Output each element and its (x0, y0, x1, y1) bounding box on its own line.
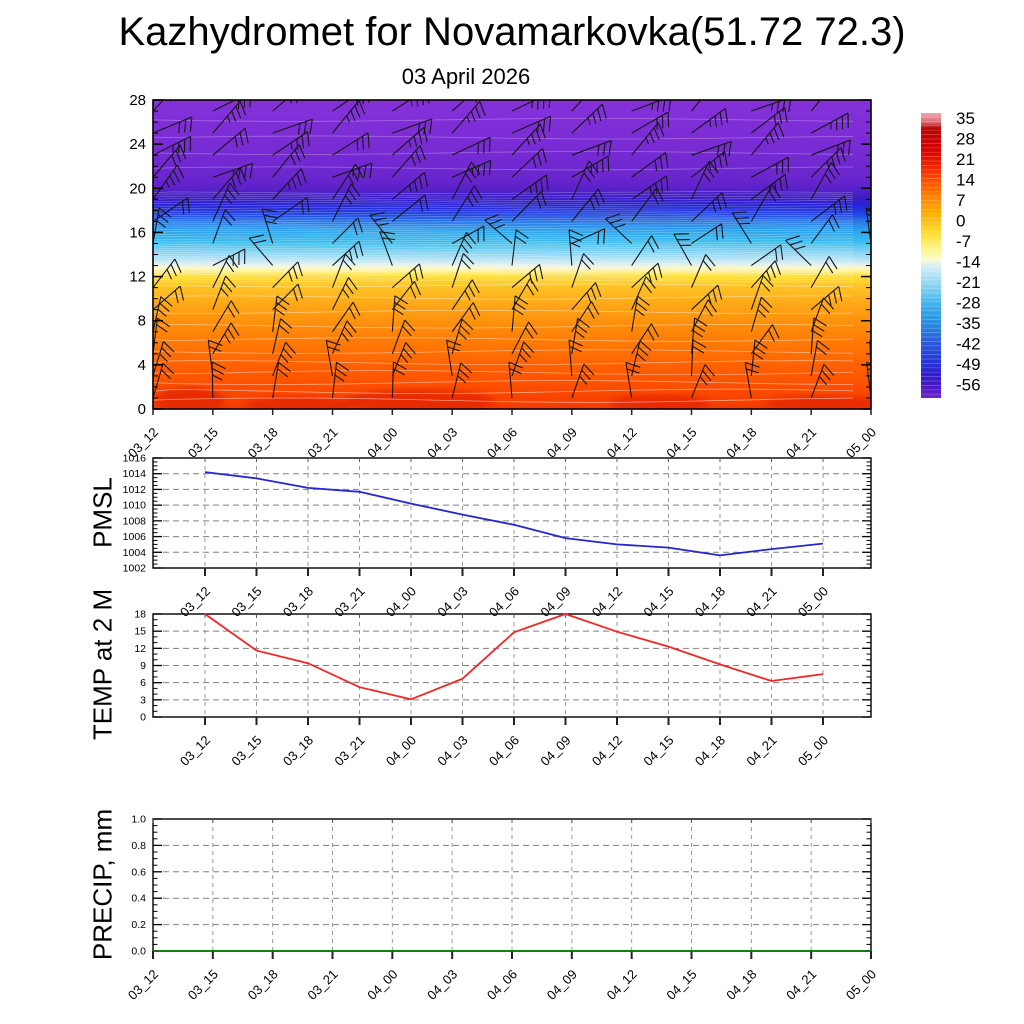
x-tick-label: 04_12 (604, 967, 640, 1003)
y-tick-label: 6 (140, 677, 146, 689)
height-tick-label: 12 (129, 269, 146, 286)
y-tick-label: 1016 (123, 453, 147, 465)
y-tick-label: 0.4 (131, 893, 146, 905)
colorbar-tick-label: 21 (956, 150, 975, 169)
x-tick-label: 03_18 (245, 425, 281, 461)
y-tick-label: 0 (140, 712, 146, 724)
x-tick-label: 04_06 (484, 425, 520, 461)
page-title: Kazhydromet for Novamarkovka(51.72 72.3) (118, 10, 906, 54)
y-tick-label: 3 (140, 694, 146, 706)
y-tick-label: 9 (140, 660, 146, 672)
pmsl-axis-title: PMSL (87, 477, 118, 548)
y-tick-label: 18 (134, 609, 146, 621)
colorbar-tick-label: -28 (956, 294, 981, 313)
pmsl-line (204, 471, 824, 557)
height-tick-label: 24 (129, 136, 146, 153)
y-tick-label: 1.0 (131, 814, 146, 826)
y-tick-label: 12 (134, 643, 146, 655)
y-tick-label: 1004 (123, 547, 147, 559)
y-tick-label: 15 (134, 626, 146, 638)
colorbar-tick-label: -35 (956, 314, 981, 333)
x-tick-label: 04_03 (424, 967, 460, 1003)
height-tick-label: 28 (129, 92, 146, 109)
colorbar-tick-label: -21 (956, 273, 981, 292)
precip-axis-title: PRECIP, mm (87, 808, 118, 961)
y-tick-label: 1012 (123, 484, 147, 496)
x-tick-label: 04_00 (364, 425, 400, 461)
height-tick-label: 8 (138, 313, 146, 330)
colorbar-tick-label: 0 (956, 212, 965, 231)
date-subtitle: 03 April 2026 (401, 64, 531, 89)
x-tick-label: 04_21 (783, 425, 819, 461)
temp-2m-line (204, 613, 824, 701)
x-tick-label: 03_15 (185, 967, 221, 1003)
x-tick-label: 03_21 (331, 733, 367, 769)
x-tick-label: 03_15 (228, 733, 264, 769)
temp-axis-title: TEMP at 2 M (87, 588, 118, 741)
x-tick-label: 04_03 (434, 733, 470, 769)
x-tick-label: 04_12 (604, 425, 640, 461)
cross-section-field (153, 100, 871, 409)
x-tick-label: 04_21 (743, 733, 779, 769)
x-tick-label: 04_18 (723, 967, 759, 1003)
x-tick-label: 04_00 (383, 733, 419, 769)
x-tick-label: 05_00 (795, 733, 831, 769)
colorbar-tick-label: 14 (956, 171, 975, 190)
x-tick-label: 03_21 (304, 967, 340, 1003)
y-tick-label: 1002 (123, 563, 147, 575)
y-tick-label: 0.8 (131, 840, 146, 852)
x-tick-label: 04_09 (544, 425, 580, 461)
x-tick-label: 04_06 (484, 967, 520, 1003)
x-tick-label: 03_18 (280, 733, 316, 769)
colorbar-tick-label: 28 (956, 130, 975, 149)
y-tick-label: 1010 (123, 500, 147, 512)
x-tick-label: 04_15 (640, 733, 676, 769)
x-tick-label: 04_09 (544, 967, 580, 1003)
x-tick-label: 04_18 (692, 733, 728, 769)
x-tick-label: 04_21 (783, 967, 819, 1003)
colorbar-tick-label: -14 (956, 253, 981, 272)
panel-temp-2m: 0 3 6 9 12 15 18 03_12 03_15 03_18 03_21 04_00 04_03… (134, 609, 872, 769)
colorbar-tick-label: 35 (956, 109, 975, 128)
y-tick-label: 1008 (123, 515, 147, 527)
x-tick-label: 04_18 (723, 425, 759, 461)
x-tick-label: 03_21 (304, 425, 340, 461)
x-tick-label: 04_12 (589, 733, 625, 769)
height-tick-label: 0 (138, 401, 146, 418)
x-tick-label: 04_03 (424, 425, 460, 461)
y-tick-label: 0.6 (131, 866, 146, 878)
height-tick-label: 16 (129, 224, 146, 241)
x-tick-label: 03_15 (185, 425, 221, 461)
x-tick-label: 04_09 (537, 733, 573, 769)
y-tick-label: 0.2 (131, 919, 146, 931)
x-tick-label: 04_06 (486, 733, 522, 769)
x-tick-label: 03_12 (177, 733, 213, 769)
colorbar-tick-label: -42 (956, 335, 981, 354)
x-tick-label: 04_00 (364, 967, 400, 1003)
colorbar-tick-label: -7 (956, 232, 971, 251)
x-tick-label: 04_15 (663, 425, 699, 461)
colorbar-tick-label: -49 (956, 355, 981, 374)
panel-precip: 0.0 0.2 0.4 0.6 0.8 1.0 03_12 03_15 03_18 03_21 04… (125, 814, 879, 1003)
height-tick-label: 4 (138, 357, 146, 374)
x-tick-label: 03_12 (125, 967, 161, 1003)
y-tick-label: 1006 (123, 531, 147, 543)
x-tick-label: 03_18 (245, 967, 281, 1003)
height-tick-label: 20 (129, 180, 146, 197)
y-tick-label: 0.0 (131, 946, 146, 958)
x-tick-label: 05_00 (843, 425, 879, 461)
x-tick-label: 05_00 (843, 967, 879, 1003)
x-tick-label: 04_15 (663, 967, 699, 1003)
colorbar-tick-label: -56 (956, 376, 981, 395)
colorbar-tick-label: 7 (956, 191, 965, 210)
y-tick-label: 1014 (123, 468, 147, 480)
